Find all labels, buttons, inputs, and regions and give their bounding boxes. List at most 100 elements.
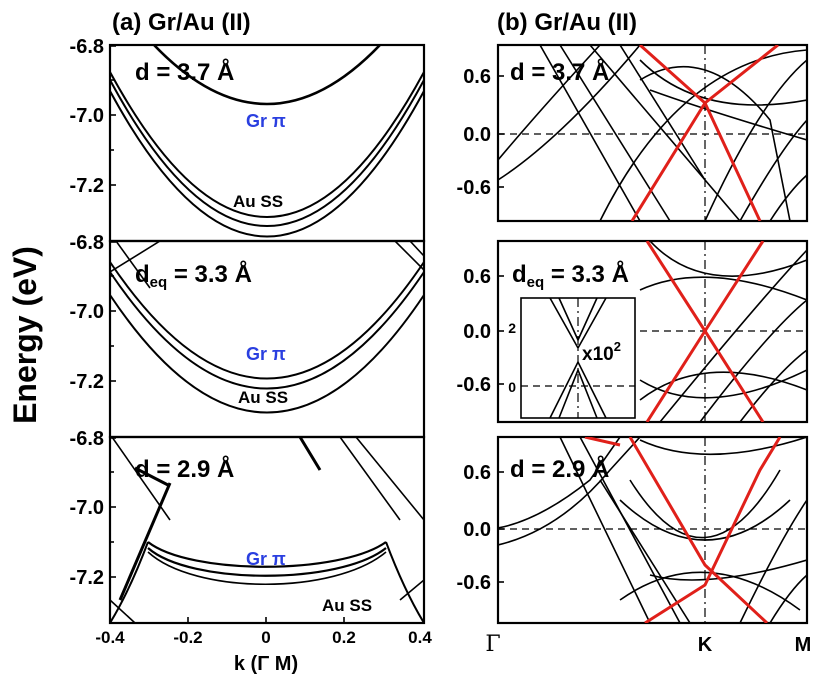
inset-y-tick-label: 2 (508, 320, 516, 336)
x-axis-title: k (Γ M) (234, 653, 298, 675)
band-curve (639, 65, 791, 221)
y-tick-label: -7.2 (70, 371, 104, 393)
panel-b1-label: d = 3.7 Å (510, 58, 609, 86)
figure-a-title: (a) Gr/Au (II) (112, 9, 251, 36)
band-curve (110, 294, 424, 414)
panel-a1-y-ticks: -6.8 -7.0 -7.2 (70, 36, 104, 197)
band-curve (579, 437, 681, 623)
band-curve (639, 369, 807, 399)
panel-a3-bands (110, 437, 424, 623)
band-curve (619, 499, 791, 541)
y-tick-label: -0.6 (457, 374, 491, 396)
band-curve (739, 349, 807, 422)
panel-a3-y-ticks: -6.8 -7.0 -7.2 (70, 428, 104, 589)
panel-a3-label: d = 2.9 Å (135, 455, 234, 483)
band-curve (152, 45, 382, 106)
band-curve (639, 276, 807, 301)
y-tick-label: -7.2 (70, 175, 104, 197)
band-curve (498, 45, 601, 161)
panel-a1-gr-label: Gr π (246, 111, 286, 131)
panel-a3-frame (108, 435, 426, 625)
band-curve (339, 437, 401, 521)
x-tick-label: 0.4 (408, 628, 432, 647)
panel-a-tick-marks (110, 45, 345, 623)
y-tick-label: -0.6 (457, 572, 491, 594)
band-curve (659, 249, 807, 422)
dirac-band-curve (628, 437, 769, 623)
panel-b1-y-ticks: 0.6 0.0 -0.6 (457, 66, 491, 199)
label-sub: eq (527, 274, 545, 291)
x-tick-label: 0.2 (332, 628, 356, 647)
band-curve (498, 45, 641, 181)
x-tick-label: 0 (261, 628, 270, 647)
y-axis-title: Energy (eV) (7, 246, 43, 424)
band-curve (649, 241, 807, 277)
label-value: = 3.3 Å (544, 260, 629, 288)
label-d: d (512, 261, 527, 288)
band-curve (549, 360, 607, 419)
panel-b3-label: d = 2.9 Å (510, 455, 609, 483)
panel-a2-gr-label: Gr π (246, 344, 286, 364)
panel-a2-au-label: Au SS (238, 388, 288, 407)
inset-scale: x10 (582, 344, 614, 365)
y-tick-label: 0.6 (463, 266, 491, 288)
y-tick-label: 0.6 (463, 66, 491, 88)
band-curve (110, 271, 424, 390)
band-curve (739, 499, 807, 623)
band-curve (699, 299, 807, 422)
band-curve (110, 90, 424, 238)
dirac-band-curve (639, 45, 762, 221)
band-curve (110, 599, 136, 623)
band-curve (619, 571, 801, 611)
band-curve (704, 59, 807, 221)
band-curve (110, 241, 161, 273)
panel-a2-frame (108, 239, 426, 439)
band-curve (110, 79, 424, 227)
band-curve (639, 437, 807, 456)
band-curve (147, 547, 387, 577)
band-curve (110, 541, 149, 623)
band-curve (639, 371, 807, 401)
y-tick-label: -6.8 (70, 232, 104, 254)
panel-b3-frame (496, 435, 809, 625)
panel-a3-gr-label: Gr π (246, 549, 286, 569)
panel-b2-y-ticks: 0.6 0.0 -0.6 (457, 266, 491, 396)
y-tick-label: -7.2 (70, 567, 104, 589)
inset-scale-exp: 2 (614, 339, 621, 354)
band-curve (739, 119, 807, 221)
band-curve (599, 479, 691, 623)
x-tick-label-gamma: Γ (485, 632, 500, 657)
panel-b2-label-main: deq = 3.3 Å (512, 260, 629, 291)
y-tick-label: -0.6 (457, 177, 491, 199)
x-tick-label-m: M (795, 634, 812, 656)
band-curve (649, 89, 807, 141)
dirac-band-curve (645, 241, 765, 422)
band-curve (110, 71, 424, 218)
x-tick-label-k: K (698, 634, 713, 656)
label-d: d (135, 261, 150, 288)
y-tick-label: -6.8 (70, 428, 104, 450)
dirac-band-curve (584, 437, 621, 447)
band-curve (619, 45, 706, 181)
inset-y-tick-label: 0 (508, 379, 516, 395)
band-curve (559, 437, 651, 623)
label-value: = 3.3 Å (167, 260, 252, 288)
band-curve (599, 49, 807, 221)
figure-b-title: (b) Gr/Au (II) (497, 9, 637, 36)
panel-b3-y-ticks: 0.6 0.0 -0.6 (457, 462, 491, 594)
band-curve (298, 437, 322, 471)
x-tick-label: -0.4 (95, 628, 125, 647)
y-tick-label: -6.8 (70, 36, 104, 58)
panel-a1-au-label: Au SS (233, 192, 283, 211)
band-curve (115, 241, 151, 289)
band-curve (118, 482, 172, 601)
panel-a2-y-ticks: -6.8 -7.0 -7.2 (70, 232, 104, 393)
band-curve (110, 261, 424, 380)
band-curve (539, 45, 641, 221)
inset-scale-label: x102 (582, 339, 621, 365)
band-curve (147, 551, 387, 585)
y-tick-label: 0.6 (463, 462, 491, 484)
band-curve (589, 45, 741, 221)
panel-b1-frame (496, 43, 809, 223)
